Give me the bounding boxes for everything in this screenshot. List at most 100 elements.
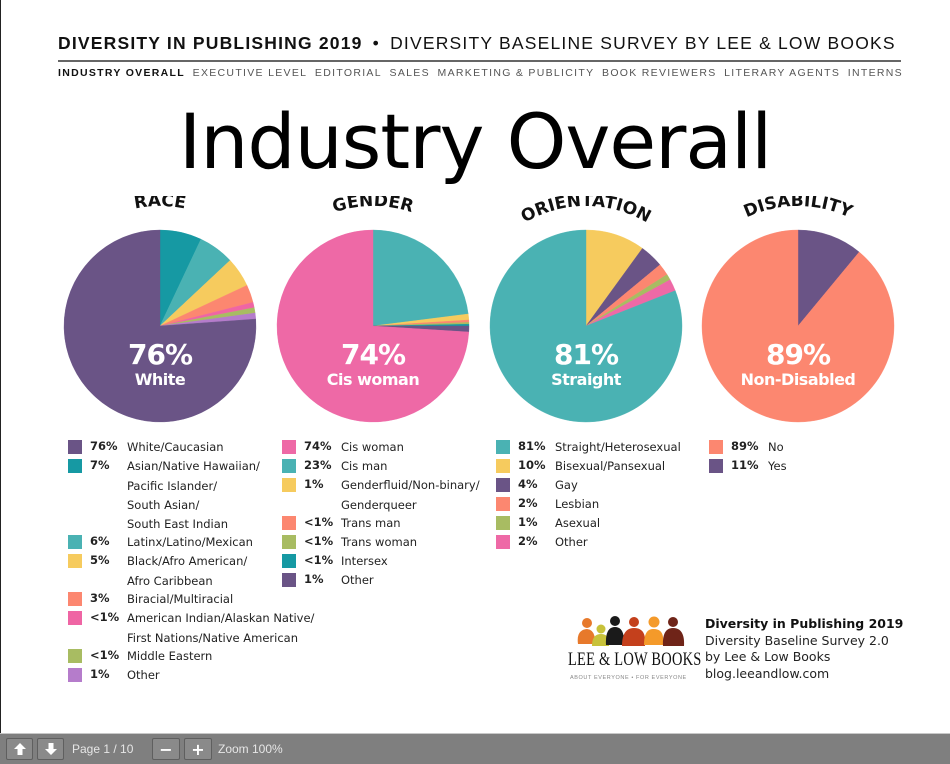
center-value: 76% (128, 338, 193, 371)
nav-item-literary-agents[interactable]: LITERARY AGENTS (724, 67, 841, 79)
center-label: Straight (551, 370, 622, 389)
legend-label-line: Middle Eastern (127, 649, 213, 663)
legend-label-line: Black/Afro American/ (127, 554, 248, 568)
legend-label-line: First Nations/Native American (127, 631, 299, 645)
legend-label: Lesbian (555, 496, 599, 515)
center-label: White (135, 370, 186, 389)
legend-label: Cis man (341, 458, 387, 477)
legend-swatch (496, 535, 510, 549)
race-chart: RACE 76% White (55, 196, 265, 426)
legend-swatch (68, 440, 82, 454)
legend-swatch (282, 459, 296, 473)
header-separator: • (372, 33, 380, 53)
pie-slice-white-caucasian (63, 229, 257, 423)
credit-title: Diversity in Publishing 2019 (705, 616, 904, 631)
window-border (0, 0, 1, 733)
legend-label: Latinx/Latino/Mexican (127, 534, 253, 553)
page-indicator: Page 1 / 10 (72, 742, 134, 756)
legend-swatch (68, 535, 82, 549)
credit-author: by Lee & Low Books (705, 649, 831, 664)
nav-item-sales[interactable]: SALES (389, 67, 430, 79)
race-legend: 76% White/Caucasian 7% Asian/Native Hawaiia… (68, 439, 314, 686)
legend-label: Other (555, 534, 588, 553)
legend-label-line: Trans woman (341, 535, 418, 549)
legend-label: American Indian/Alaskan Native/First Nat… (127, 610, 314, 648)
legend-label: Trans woman (341, 534, 417, 553)
legend-label-line: Trans man (341, 516, 401, 530)
legend-label-line: Cis man (341, 459, 388, 473)
logo-wordmark: LEE & LOW BOOKS (568, 650, 702, 670)
legend-swatch (68, 459, 82, 473)
gender-legend: 74% Cis woman 23% Cis man 1% Genderfluid/Non-… (282, 439, 480, 591)
legend-label: Trans man (341, 515, 401, 534)
legend-percent: 1% (518, 515, 538, 529)
legend-swatch (282, 573, 296, 587)
legend-label: Bisexual/Pansexual (555, 458, 665, 477)
legend-percent: 74% (304, 439, 332, 453)
chart-title: ORIENTATION (518, 196, 654, 227)
legend-label: Cis woman (341, 439, 404, 458)
legend-item: 81% Straight/Heterosexual (496, 439, 681, 458)
disability-pie-svg: DISABILITY 89%Non-Disabled (701, 196, 895, 423)
legend-swatch (68, 592, 82, 606)
legend-label-line: Straight/Heterosexual (555, 440, 681, 454)
center-label: Non-Disabled (741, 370, 856, 389)
legend-label-line: White/Caucasian (127, 440, 224, 454)
zoom-in-button[interactable]: + (184, 738, 212, 760)
legend-label-line: South Asian/ (127, 498, 200, 512)
center-value: 89% (766, 338, 831, 371)
legend-item: 1% Genderfluid/Non-binary/Genderqueer (282, 477, 480, 515)
header-divider (58, 60, 901, 62)
nav-item-industry-overall[interactable]: INDUSTRY OVERALL (58, 67, 185, 79)
legend-item: <1% Middle Eastern (68, 648, 314, 667)
pie-slice-cis-man (372, 229, 469, 327)
legend-item: 4% Gay (496, 477, 681, 496)
legend-percent: <1% (304, 515, 334, 529)
legend-swatch (496, 478, 510, 492)
nav-item-editorial[interactable]: EDITORIAL (314, 67, 382, 79)
zoom-out-button[interactable]: − (152, 738, 180, 760)
logo-figures-icon (577, 616, 685, 646)
legend-percent: <1% (90, 648, 120, 662)
legend-percent: 89% (731, 439, 759, 453)
legend-label: Intersex (341, 553, 388, 572)
legend-item: <1% Trans man (282, 515, 480, 534)
section-nav: INDUSTRY OVERALL EXECUTIVE LEVEL EDITORI… (58, 67, 903, 79)
legend-label-line: Latinx/Latino/Mexican (127, 535, 253, 549)
previous-page-button[interactable] (6, 738, 33, 760)
legend-item: 76% White/Caucasian (68, 439, 314, 458)
orientation-chart: ORIENTATION 81% Straight (481, 196, 691, 426)
legend-label-line: Yes (768, 459, 787, 473)
legend-percent: 11% (731, 458, 759, 472)
legend-label: Middle Eastern (127, 648, 212, 667)
legend-percent: <1% (304, 553, 334, 567)
legend-swatch (496, 497, 510, 511)
legend-label-line: Other (555, 535, 588, 549)
next-page-button[interactable] (37, 738, 64, 760)
nav-item-interns[interactable]: INTERNS (847, 67, 903, 79)
legend-swatch (68, 611, 82, 625)
legend-label-line: Afro Caribbean (127, 574, 213, 588)
legend-swatch (68, 668, 82, 682)
nav-item-marketing-publicity[interactable]: MARKETING & PUBLICITY (437, 67, 595, 79)
zoom-indicator: Zoom 100% (218, 742, 283, 756)
credit-url[interactable]: blog.leeandlow.com (705, 665, 830, 681)
legend-swatch (282, 440, 296, 454)
legend-label-line: Cis woman (341, 440, 404, 454)
legend-label-line: Other (127, 668, 160, 682)
gender-chart: GENDER 74% Cis woman (268, 196, 478, 426)
page-title: Industry Overall (178, 97, 772, 186)
disability-chart: DISABILITY 89% Non-Disabled (693, 196, 903, 426)
nav-item-executive-level[interactable]: EXECUTIVE LEVEL (192, 67, 308, 79)
legend-item: 6% Latinx/Latino/Mexican (68, 534, 314, 553)
chart-title: RACE (133, 196, 188, 213)
pie-slice-no (701, 229, 895, 423)
arrow-down-icon (44, 743, 57, 755)
viewer-toolbar: Page 1 / 10 − + Zoom 100% (0, 733, 950, 764)
legend-item: 3% Biracial/Multiracial (68, 591, 314, 610)
legend-swatch (282, 478, 296, 492)
legend-label: Yes (768, 458, 787, 477)
nav-item-book-reviewers[interactable]: BOOK REVIEWERS (602, 67, 717, 79)
legend-item: 1% Other (68, 667, 314, 686)
legend-label: Other (341, 572, 374, 591)
